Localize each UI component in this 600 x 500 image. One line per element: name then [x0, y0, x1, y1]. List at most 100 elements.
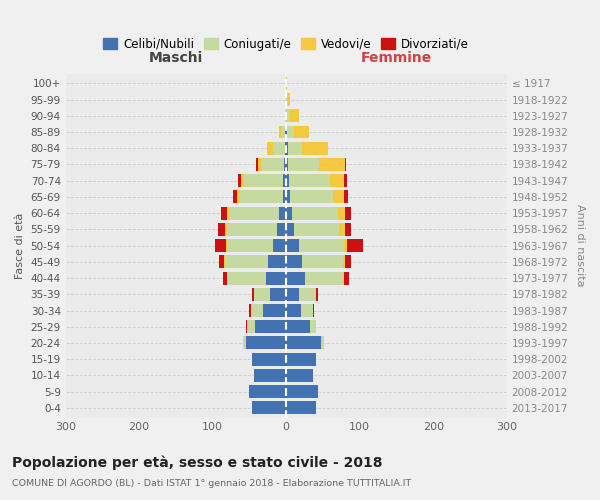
Bar	[286, 272, 305, 284]
Bar	[287, 93, 290, 106]
Bar	[339, 223, 345, 236]
Y-axis label: Anni di nascita: Anni di nascita	[575, 204, 585, 287]
Bar	[273, 142, 285, 154]
Bar	[262, 158, 284, 171]
Text: Femmine: Femmine	[361, 52, 432, 66]
Bar	[283, 174, 286, 187]
Bar	[218, 223, 225, 236]
Bar	[273, 239, 286, 252]
Bar	[294, 126, 309, 138]
Y-axis label: Fasce di età: Fasce di età	[15, 212, 25, 279]
Bar	[277, 223, 286, 236]
Bar	[338, 206, 345, 220]
Bar	[345, 158, 346, 171]
Bar	[254, 288, 270, 301]
Bar	[250, 385, 286, 398]
Bar	[227, 239, 273, 252]
Bar	[279, 206, 286, 220]
Text: Maschi: Maschi	[149, 52, 203, 66]
Bar	[286, 385, 318, 398]
Bar	[289, 158, 319, 171]
Bar	[289, 174, 329, 187]
Bar	[310, 320, 316, 333]
Bar	[225, 223, 227, 236]
Bar	[283, 190, 286, 203]
Bar	[227, 272, 266, 284]
Bar	[286, 158, 289, 171]
Bar	[286, 174, 289, 187]
Bar	[287, 142, 302, 154]
Bar	[286, 369, 313, 382]
Bar	[258, 158, 262, 171]
Bar	[254, 320, 286, 333]
Bar	[329, 174, 344, 187]
Bar	[279, 126, 282, 138]
Bar	[238, 174, 241, 187]
Bar	[344, 272, 349, 284]
Bar	[244, 174, 283, 187]
Bar	[286, 223, 293, 236]
Bar	[345, 206, 351, 220]
Bar	[240, 190, 283, 203]
Bar	[270, 288, 286, 301]
Bar	[285, 110, 286, 122]
Bar	[286, 110, 290, 122]
Bar	[254, 369, 286, 382]
Bar	[301, 304, 313, 317]
Bar	[345, 256, 351, 268]
Bar	[286, 142, 287, 154]
Bar	[286, 352, 316, 366]
Bar	[250, 304, 251, 317]
Bar	[243, 336, 246, 349]
Bar	[263, 304, 286, 317]
Bar	[332, 190, 344, 203]
Bar	[302, 256, 343, 268]
Bar	[247, 320, 254, 333]
Bar	[241, 174, 244, 187]
Bar	[246, 336, 286, 349]
Bar	[299, 239, 344, 252]
Bar	[322, 336, 325, 349]
Bar	[290, 110, 299, 122]
Bar	[286, 320, 310, 333]
Bar	[253, 288, 254, 301]
Bar	[313, 304, 314, 317]
Bar	[286, 304, 301, 317]
Bar	[282, 126, 286, 138]
Bar	[221, 206, 227, 220]
Bar	[251, 352, 286, 366]
Bar	[215, 239, 226, 252]
Bar	[227, 223, 277, 236]
Bar	[319, 158, 345, 171]
Legend: Celibi/Nubili, Coniugati/e, Vedovi/e, Divorziati/e: Celibi/Nubili, Coniugati/e, Vedovi/e, Di…	[98, 33, 474, 56]
Bar	[227, 206, 229, 220]
Bar	[286, 77, 287, 90]
Bar	[305, 272, 343, 284]
Bar	[226, 239, 227, 252]
Text: Popolazione per età, sesso e stato civile - 2018: Popolazione per età, sesso e stato civil…	[12, 456, 383, 470]
Bar	[344, 239, 347, 252]
Bar	[285, 142, 286, 154]
Bar	[229, 206, 279, 220]
Bar	[293, 223, 339, 236]
Bar	[233, 190, 237, 203]
Bar	[286, 190, 290, 203]
Bar	[292, 206, 338, 220]
Bar	[223, 272, 227, 284]
Bar	[237, 190, 240, 203]
Bar	[302, 142, 328, 154]
Bar	[286, 402, 316, 414]
Bar	[345, 223, 351, 236]
Bar	[267, 142, 273, 154]
Bar	[344, 174, 347, 187]
Bar	[290, 190, 332, 203]
Bar	[286, 288, 299, 301]
Bar	[268, 256, 286, 268]
Bar	[251, 304, 263, 317]
Bar	[225, 256, 268, 268]
Bar	[343, 272, 344, 284]
Bar	[287, 126, 294, 138]
Bar	[284, 158, 286, 171]
Bar	[286, 93, 287, 106]
Bar	[286, 336, 322, 349]
